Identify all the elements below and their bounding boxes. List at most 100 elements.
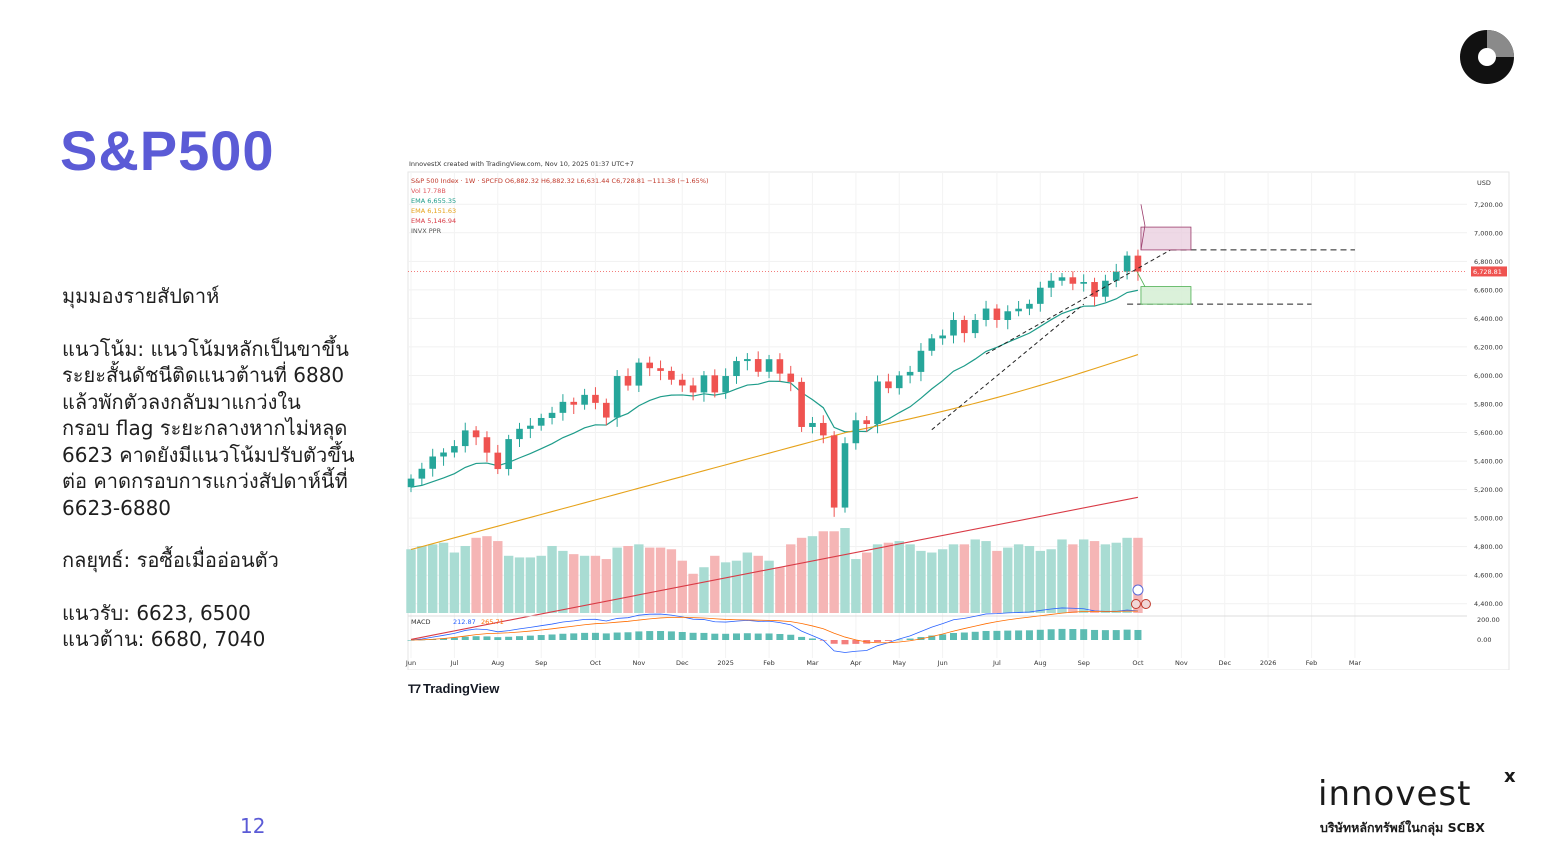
volume-bar	[1046, 549, 1056, 613]
volume-bar	[1100, 544, 1111, 613]
volume-bar	[883, 542, 894, 613]
x-tick-label: Jul	[992, 659, 1001, 667]
last-price-badge	[1471, 266, 1507, 277]
macd-histogram-bar	[613, 632, 621, 640]
volume-bar	[612, 547, 622, 613]
candle-body	[505, 439, 512, 470]
candle-body	[895, 375, 903, 389]
volume-bar	[851, 559, 861, 613]
volume-bar	[1024, 545, 1035, 613]
volume-bar	[905, 544, 915, 613]
candle-body	[1026, 303, 1033, 309]
macd-histogram-bar	[787, 634, 795, 640]
volume-bar	[579, 555, 590, 613]
macd-histogram-bar	[1004, 630, 1012, 640]
analysis-line: 6623 คาดยังมีแนวโน้มปรับตัวขึ้น	[62, 442, 355, 467]
macd-histogram-bar	[993, 630, 1001, 640]
volume-bar	[569, 554, 579, 613]
analysis-line: 6623-6880	[62, 495, 172, 520]
indicator-label: EMA 6,655.35	[411, 197, 456, 205]
volume-bar	[1079, 539, 1089, 613]
candle-body	[548, 412, 556, 418]
candle-body	[581, 394, 588, 405]
volume-bar	[1111, 542, 1121, 613]
ema-medium-line	[410, 354, 1139, 551]
x-tick-label: Sep	[535, 659, 547, 667]
macd-histogram-bar	[440, 638, 448, 640]
candle-body	[928, 338, 936, 351]
volume-bar	[1057, 539, 1067, 613]
analysis-text: มุมมองรายสัปดาห์ แนวโน้ม: แนวโน้มหลักเป็น…	[62, 283, 392, 653]
candle-body	[1134, 255, 1142, 272]
y-tick-label: 5,200.00	[1474, 486, 1503, 494]
candle-body	[678, 379, 686, 386]
trendline-lower	[931, 303, 1085, 431]
candle-body	[852, 420, 860, 444]
candle-body	[1112, 271, 1120, 281]
volume-bar	[547, 545, 557, 613]
analysis-line: กรอบ flag ระยะกลางหากไม่หลุด	[62, 416, 348, 440]
candle-body	[744, 359, 751, 362]
event-icon	[1132, 584, 1144, 596]
volume-bar	[992, 550, 1002, 613]
macd-histogram-bar	[678, 631, 686, 640]
candle-body	[809, 422, 816, 427]
macd-histogram-bar	[1091, 629, 1099, 640]
macd-histogram-bar	[1025, 630, 1033, 640]
volume-bar	[536, 555, 546, 613]
y-tick-label: 4,400.00	[1474, 600, 1503, 608]
volume-bar	[742, 552, 753, 613]
volume-bar	[634, 544, 644, 613]
macd-histogram-bar	[733, 633, 740, 640]
x-tick-label: Mar	[806, 659, 819, 667]
volume-bar	[959, 544, 970, 613]
macd-histogram-bar	[1069, 629, 1077, 640]
macd-histogram-bar	[461, 636, 469, 640]
candle-body	[885, 381, 892, 389]
candle-body	[841, 443, 849, 508]
candle-body	[494, 452, 502, 470]
macd-tick-label: 0.00	[1477, 636, 1491, 644]
brand-suffix: x	[1504, 766, 1516, 787]
candle-body	[516, 428, 523, 440]
volume-bar	[1133, 537, 1143, 613]
macd-histogram-bar	[950, 632, 957, 640]
macd-histogram-bar	[1080, 629, 1088, 640]
chart-frame	[407, 171, 1510, 670]
macd-histogram-bar	[472, 636, 480, 640]
volume-bar	[601, 559, 611, 613]
macd-histogram-bar	[548, 634, 556, 640]
volume-bar	[720, 562, 731, 613]
currency-label: USD	[1477, 179, 1491, 187]
macd-histogram-bar	[494, 637, 502, 640]
y-tick-label: 4,600.00	[1474, 572, 1503, 580]
candle-body	[1047, 280, 1055, 288]
sp500-weekly-chart: InnovestX created with TradingView.com, …	[405, 158, 1510, 670]
y-tick-label: 7,200.00	[1474, 201, 1503, 209]
brand-subtitle: บริษัทหลักทรัพย์ในกลุ่ม SCBX	[1320, 820, 1485, 835]
x-tick-label: Aug	[1034, 659, 1047, 667]
macd-histogram-bar	[602, 633, 610, 640]
analysis-spacer	[62, 574, 392, 600]
macd-histogram-bar	[895, 639, 903, 641]
macd-histogram-bar	[798, 636, 806, 640]
event-flag-icon	[1140, 599, 1151, 609]
volume-bar	[775, 567, 785, 613]
volume-bar	[493, 541, 503, 613]
macd-histogram-bar	[1134, 629, 1142, 640]
volume-bar	[840, 528, 850, 613]
logo-mark-icon	[1460, 30, 1514, 84]
x-tick-label: Dec	[676, 659, 689, 667]
macd-signal-line	[410, 610, 1138, 644]
candle-body	[537, 417, 545, 426]
candle-body	[982, 308, 990, 320]
macd-histogram-bar	[646, 631, 654, 640]
macd-histogram-bar	[407, 640, 415, 641]
candle-body	[668, 370, 675, 380]
innovestx-logo: innovest x บริษัทหลักทรัพย์ในกลุ่ม SCBX	[1318, 766, 1528, 840]
candle-body	[1058, 277, 1066, 281]
candle-body	[961, 319, 968, 334]
volume-bar	[807, 536, 818, 613]
macd-histogram-bar	[884, 640, 892, 641]
volume-bar	[525, 557, 536, 613]
